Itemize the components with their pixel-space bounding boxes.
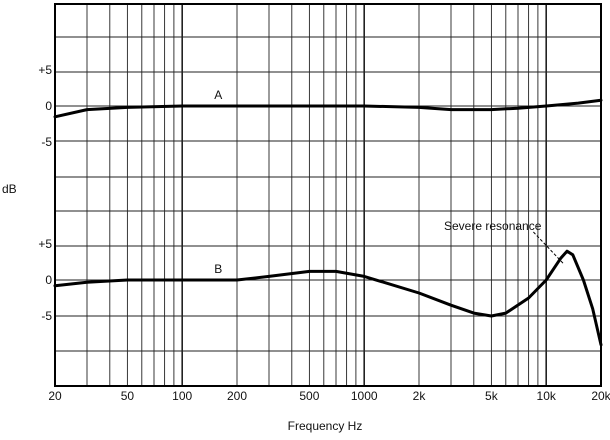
- annotation-severe-resonance: Severe resonance: [444, 219, 542, 233]
- x-tick-label: 2k: [413, 389, 427, 403]
- grid: [54, 3, 602, 387]
- y-tick-labels: +5 0 -5 +5 0 -5: [38, 63, 52, 323]
- x-tick-label: 50: [121, 389, 135, 403]
- series-line-a: [53, 98, 603, 119]
- x-tick-label: 20k: [591, 389, 610, 403]
- plot-border: [54, 3, 602, 387]
- series-label-a: A: [214, 88, 222, 102]
- x-tick-label: 500: [299, 389, 319, 403]
- annotation-leader: [533, 231, 564, 264]
- y-tick-label: -5: [41, 135, 52, 149]
- y-axis-label: dB: [2, 182, 17, 196]
- x-tick-labels: 20 50 100 200 500 1000 2k 5k 10k 20k: [48, 389, 610, 403]
- plot-frame: [54, 3, 602, 387]
- y-tick-label: 0: [45, 273, 52, 287]
- y-tick-label: 0: [45, 99, 52, 113]
- y-tick-label: -5: [41, 309, 52, 323]
- x-tick-label: 20: [48, 389, 62, 403]
- y-tick-label: +5: [38, 63, 52, 77]
- series-labels: A B Severe resonance: [214, 88, 564, 276]
- x-axis-label: Frequency Hz: [288, 419, 363, 433]
- x-tick-label: 5k: [485, 389, 499, 403]
- x-tick-label: 200: [227, 389, 247, 403]
- curves: [53, 98, 603, 347]
- x-tick-label: 10k: [537, 389, 557, 403]
- y-tick-label: +5: [38, 237, 52, 251]
- series-label-b: B: [214, 262, 222, 276]
- x-tick-label: 100: [172, 389, 192, 403]
- x-tick-label: 1000: [351, 389, 378, 403]
- series-line-b: [53, 249, 603, 347]
